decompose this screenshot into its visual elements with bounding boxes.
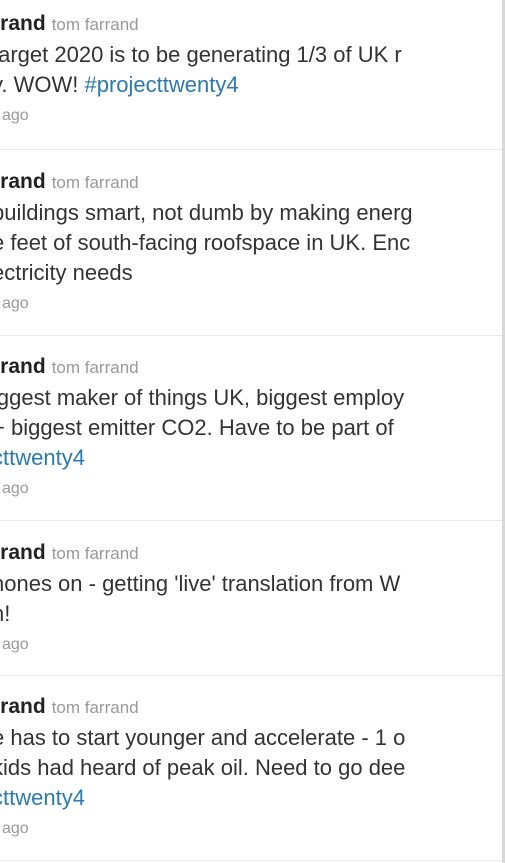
tweet-text-line: buildings smart, not dumb by making ener… <box>0 200 413 225</box>
tweet-text-line: e feet of south-facing roofspace in UK. … <box>0 230 411 255</box>
tweet-item[interactable]: rrand tom farrand buildings smart, not du… <box>0 166 505 318</box>
tweet-divider <box>0 149 505 150</box>
tweet-text-line: hones on - getting 'live' translation fr… <box>0 571 401 596</box>
tweet-text-line: ectricity needs <box>0 260 133 285</box>
screen-name[interactable]: rrand <box>0 355 46 378</box>
tweet-text-line: kids had heard of peak oil. Need to go d… <box>0 755 406 780</box>
tweet-header: rrand tom farrand <box>0 351 505 383</box>
tweet-text: e has to start younger and accelerate - … <box>0 723 505 813</box>
tweet-header: rrand tom farrand <box>0 166 505 198</box>
tweet-item[interactable]: rrand tom farrand hones on - getting 'liv… <box>0 537 505 659</box>
tweet-timestamp[interactable]: ago <box>2 636 29 653</box>
tweet-divider <box>0 860 505 861</box>
tweet-text-segment: y. WOW! <box>0 72 85 97</box>
screen-name[interactable]: rrand <box>0 170 46 193</box>
hashtag-link[interactable]: cttwenty4 <box>0 785 85 810</box>
tweet-item[interactable]: rrand tom farrand iggest maker of things … <box>0 351 505 503</box>
hashtag-link[interactable]: cttwenty4 <box>0 445 85 470</box>
tweet-header: rrand tom farrand <box>0 691 505 723</box>
tweet-text-line: target 2020 is to be generating 1/3 of U… <box>0 42 402 67</box>
tweet-text-line: + biggest emitter CO2. Have to be part o… <box>0 415 394 440</box>
full-name: tom farrand <box>51 698 139 717</box>
screen-name[interactable]: rrand <box>0 12 46 35</box>
tweet-divider <box>0 335 505 336</box>
tweet-divider <box>0 520 505 521</box>
tweet-text-line: iggest maker of things UK, biggest emplo… <box>0 385 405 410</box>
tweet-item[interactable]: rrand tom farrand e has to start younger … <box>0 691 505 843</box>
tweet-text: iggest maker of things UK, biggest emplo… <box>0 383 505 473</box>
scroll-edge <box>502 0 505 863</box>
tweet-timestamp[interactable]: ago <box>2 295 29 312</box>
full-name: tom farrand <box>51 544 139 563</box>
screen-name[interactable]: rrand <box>0 695 46 718</box>
tweet-header: rrand tom farrand <box>0 8 505 40</box>
tweet-text-line: y. WOW! #projecttwenty4 <box>0 70 505 100</box>
tweet-divider <box>0 675 505 676</box>
tweet-text: hones on - getting 'live' translation fr… <box>0 569 505 629</box>
tweet-timestamp[interactable]: ago <box>2 107 29 124</box>
tweet-text-line: e has to start younger and accelerate - … <box>0 725 406 750</box>
tweet-text: buildings smart, not dumb by making ener… <box>0 198 505 288</box>
hashtag-link[interactable]: #projecttwenty4 <box>84 72 239 97</box>
full-name: tom farrand <box>51 173 139 192</box>
tweet-timestamp[interactable]: ago <box>2 820 29 837</box>
screen-name[interactable]: rrand <box>0 541 46 564</box>
tweet-text-line: h! <box>0 601 11 626</box>
tweet-text: target 2020 is to be generating 1/3 of U… <box>0 40 505 100</box>
full-name: tom farrand <box>51 15 139 34</box>
full-name: tom farrand <box>51 358 139 377</box>
tweet-timestamp[interactable]: ago <box>2 480 29 497</box>
tweet-header: rrand tom farrand <box>0 537 505 569</box>
tweet-item[interactable]: rrand tom farrand target 2020 is to be ge… <box>0 8 505 130</box>
